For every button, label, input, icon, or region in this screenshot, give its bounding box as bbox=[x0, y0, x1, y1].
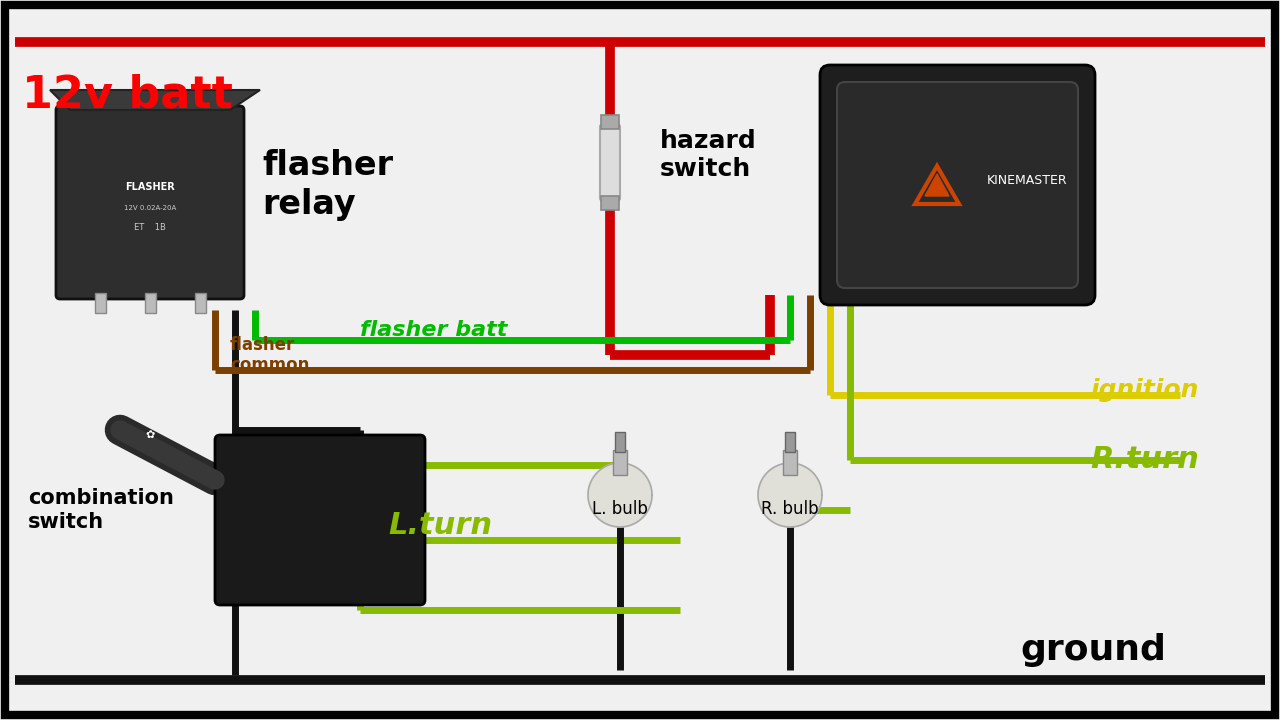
FancyBboxPatch shape bbox=[215, 435, 425, 605]
Text: ignition: ignition bbox=[1091, 378, 1198, 402]
Bar bbox=[602, 196, 620, 210]
FancyBboxPatch shape bbox=[600, 124, 620, 201]
Bar bbox=[95, 293, 106, 313]
Bar bbox=[145, 293, 156, 313]
Text: L. bulb: L. bulb bbox=[593, 500, 648, 518]
Polygon shape bbox=[758, 463, 822, 527]
Text: flasher
relay: flasher relay bbox=[262, 149, 393, 220]
Text: hazard
switch: hazard switch bbox=[660, 129, 756, 181]
Polygon shape bbox=[925, 174, 948, 196]
Text: combination
switch: combination switch bbox=[28, 488, 174, 531]
Text: 12v batt: 12v batt bbox=[22, 73, 233, 117]
Text: ground: ground bbox=[1020, 633, 1166, 667]
Polygon shape bbox=[50, 90, 260, 110]
Text: R. bulb: R. bulb bbox=[762, 500, 819, 518]
Text: flasher
common: flasher common bbox=[230, 336, 310, 374]
Bar bbox=[195, 293, 206, 313]
Text: FLASHER: FLASHER bbox=[125, 182, 175, 192]
Bar bbox=[614, 432, 625, 452]
Text: R.turn: R.turn bbox=[1091, 446, 1199, 474]
FancyBboxPatch shape bbox=[837, 82, 1078, 288]
Text: KINEMASTER: KINEMASTER bbox=[987, 174, 1068, 186]
Bar bbox=[785, 432, 795, 452]
Text: ✿: ✿ bbox=[146, 430, 155, 440]
Text: L.turn: L.turn bbox=[388, 510, 492, 539]
Text: 12V 0.02A-20A: 12V 0.02A-20A bbox=[124, 204, 177, 210]
FancyBboxPatch shape bbox=[820, 65, 1094, 305]
Text: ET    1B: ET 1B bbox=[134, 223, 166, 232]
Bar bbox=[783, 450, 797, 475]
Bar bbox=[602, 115, 620, 129]
FancyBboxPatch shape bbox=[56, 106, 244, 299]
Bar bbox=[613, 450, 627, 475]
Text: flasher batt: flasher batt bbox=[360, 320, 507, 340]
Polygon shape bbox=[588, 463, 652, 527]
